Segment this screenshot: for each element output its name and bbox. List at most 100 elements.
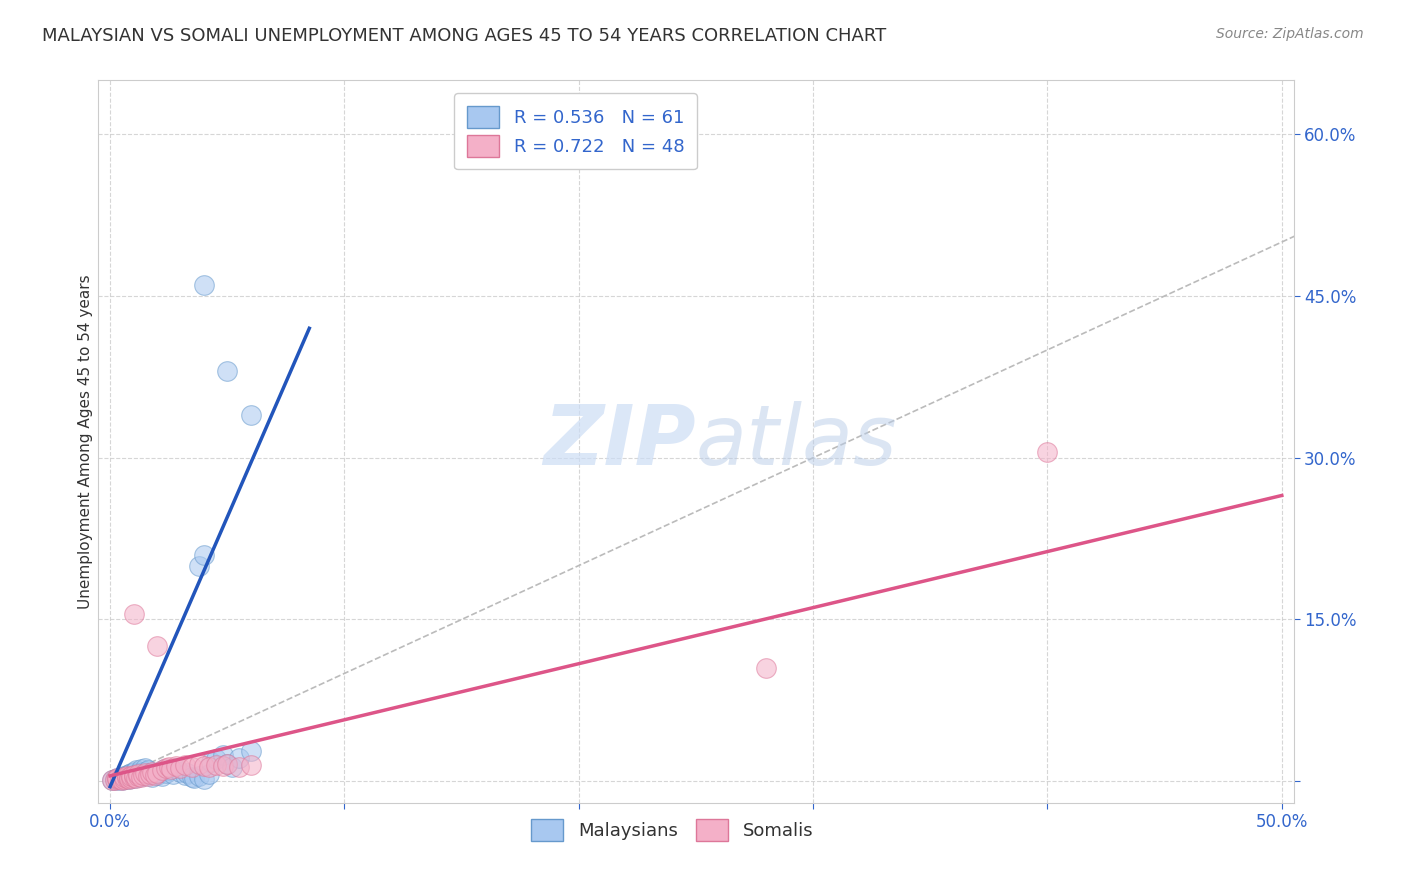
Point	[108, 772, 131, 786]
Point	[111, 773, 134, 788]
Point	[188, 756, 211, 771]
Point	[165, 759, 187, 773]
Point	[136, 769, 159, 783]
Point	[122, 770, 145, 784]
Point	[105, 771, 128, 785]
Point	[115, 771, 138, 785]
Text: atlas: atlas	[696, 401, 897, 482]
Point	[112, 772, 135, 786]
Point	[193, 548, 215, 562]
Point	[150, 769, 173, 783]
Y-axis label: Unemployment Among Ages 45 to 54 years: Unemployment Among Ages 45 to 54 years	[77, 274, 93, 609]
Point	[127, 766, 149, 780]
Point	[111, 773, 134, 788]
Point	[125, 771, 148, 785]
Point	[122, 764, 145, 779]
Point	[112, 769, 135, 783]
Point	[120, 765, 142, 780]
Point	[150, 764, 173, 778]
Point	[127, 765, 149, 780]
Point	[118, 772, 141, 786]
Point	[115, 768, 138, 782]
Point	[239, 408, 262, 422]
Point	[122, 768, 145, 782]
Point	[118, 766, 141, 780]
Point	[176, 765, 198, 780]
Point	[134, 765, 156, 780]
Point	[129, 770, 152, 784]
Point	[157, 764, 180, 778]
Point	[217, 756, 239, 771]
Point	[105, 773, 128, 788]
Point	[228, 760, 250, 774]
Legend: Malaysians, Somalis: Malaysians, Somalis	[523, 812, 821, 848]
Point	[120, 770, 142, 784]
Point	[134, 761, 156, 775]
Point	[139, 765, 162, 780]
Point	[115, 769, 138, 783]
Point	[162, 766, 184, 780]
Point	[188, 558, 211, 573]
Point	[141, 764, 163, 779]
Point	[169, 764, 191, 779]
Point	[104, 773, 127, 788]
Point	[141, 770, 163, 784]
Point	[193, 759, 215, 773]
Text: ZIP: ZIP	[543, 401, 696, 482]
Point	[193, 772, 215, 786]
Point	[104, 772, 127, 786]
Point	[217, 756, 239, 771]
Point	[211, 759, 233, 773]
Point	[160, 763, 183, 777]
Point	[183, 771, 205, 785]
Point	[1036, 445, 1059, 459]
Point	[134, 766, 156, 780]
Text: Source: ZipAtlas.com: Source: ZipAtlas.com	[1216, 27, 1364, 41]
Point	[139, 766, 162, 780]
Point	[105, 771, 128, 785]
Point	[146, 640, 169, 654]
Point	[125, 764, 148, 778]
Point	[101, 773, 124, 788]
Point	[155, 765, 177, 780]
Text: MALAYSIAN VS SOMALI UNEMPLOYMENT AMONG AGES 45 TO 54 YEARS CORRELATION CHART: MALAYSIAN VS SOMALI UNEMPLOYMENT AMONG A…	[42, 27, 886, 45]
Point	[105, 772, 128, 786]
Point	[101, 773, 124, 788]
Point	[165, 761, 187, 775]
Point	[155, 761, 177, 775]
Point	[200, 755, 222, 769]
Point	[118, 772, 141, 786]
Point	[129, 763, 152, 777]
Point	[204, 758, 226, 772]
Point	[755, 661, 778, 675]
Point	[217, 364, 239, 378]
Point	[193, 278, 215, 293]
Point	[228, 750, 250, 764]
Point	[143, 766, 166, 780]
Point	[188, 769, 211, 783]
Point	[143, 768, 166, 782]
Point	[181, 770, 204, 784]
Point	[132, 769, 155, 783]
Point	[146, 768, 169, 782]
Point	[197, 760, 219, 774]
Point	[112, 772, 135, 786]
Point	[111, 771, 134, 785]
Point	[122, 607, 145, 621]
Point	[111, 770, 134, 784]
Point	[108, 772, 131, 786]
Point	[108, 771, 131, 785]
Point	[136, 764, 159, 778]
Point	[127, 769, 149, 783]
Point	[239, 744, 262, 758]
Point	[157, 760, 180, 774]
Point	[132, 768, 155, 782]
Point	[148, 764, 170, 779]
Point	[146, 765, 169, 780]
Point	[132, 764, 155, 779]
Point	[136, 768, 159, 782]
Point	[153, 763, 176, 777]
Point	[122, 771, 145, 785]
Point	[174, 768, 197, 782]
Point	[169, 761, 191, 775]
